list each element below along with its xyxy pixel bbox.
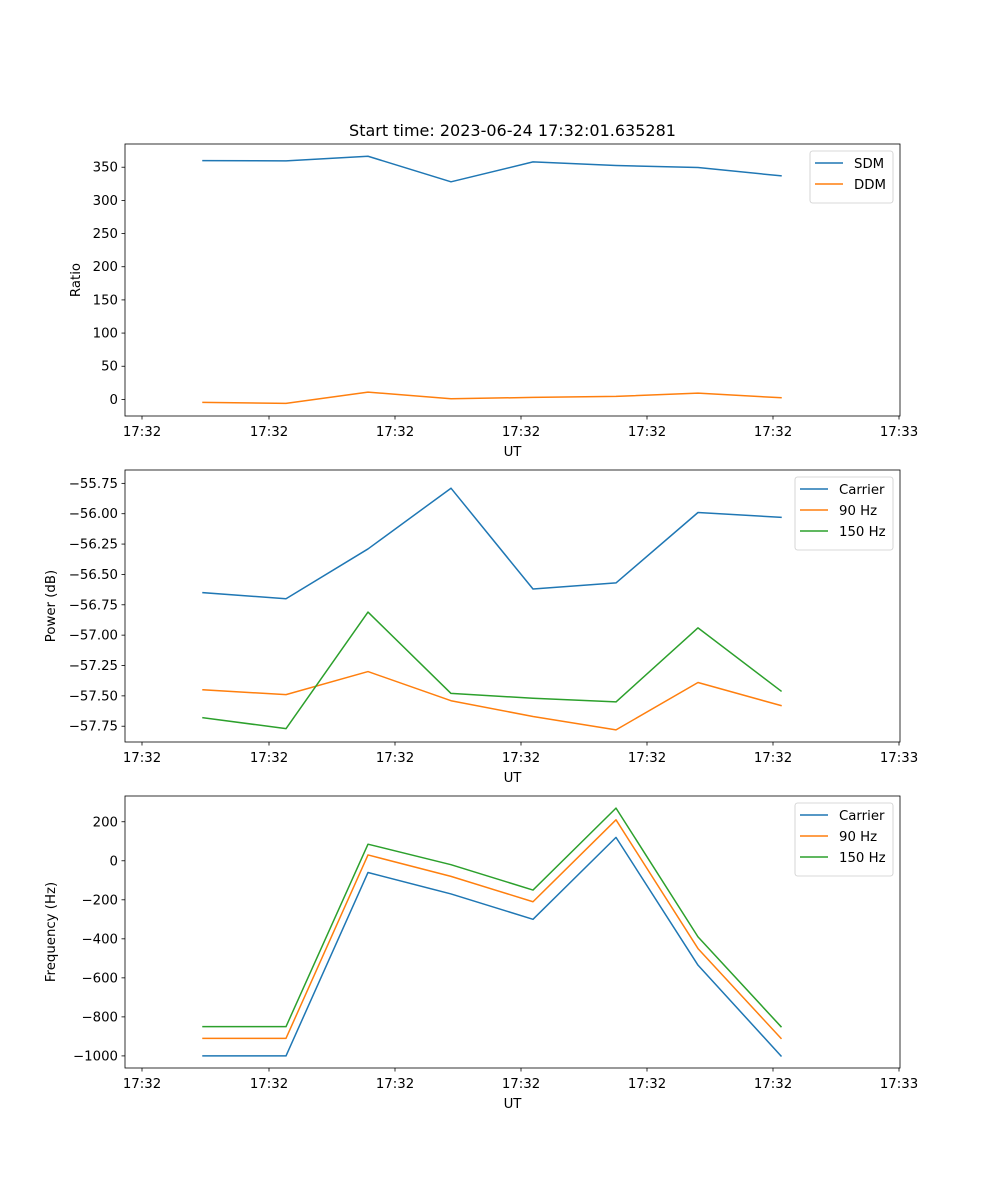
series-line-1 xyxy=(202,836,783,1057)
x-tick-label: 17:32 xyxy=(628,1077,666,1092)
x-tick-label: 17:32 xyxy=(250,751,288,766)
y-tick-label: −400 xyxy=(81,932,118,947)
x-tick-label: 17:32 xyxy=(754,1077,792,1092)
axes-frame xyxy=(124,143,901,417)
x-tick-label: 17:33 xyxy=(880,425,918,440)
y-tick-label: −200 xyxy=(81,893,118,908)
chart-title: Start time: 2023-06-24 17:32:01.635281 xyxy=(349,121,676,140)
legend: Carrier 90 Hz 150 Hz xyxy=(794,802,894,877)
legend-label: 90 Hz xyxy=(839,504,877,519)
x-tick-label: 17:32 xyxy=(502,425,540,440)
x-tick-label: 17:32 xyxy=(376,425,414,440)
y-tick-label: 200 xyxy=(93,260,118,275)
x-tick-label: 17:32 xyxy=(376,1077,414,1092)
series-line-1 xyxy=(202,155,782,183)
y-tick-label: 0 xyxy=(110,393,118,408)
legend-label: DDM xyxy=(854,178,886,193)
legend-label: Carrier xyxy=(839,483,885,498)
y-tick-label: −56.75 xyxy=(69,598,118,613)
series-line-2 xyxy=(202,391,782,405)
y-axis-label: Frequency (Hz) xyxy=(44,882,59,982)
x-tick-label: 17:32 xyxy=(754,425,792,440)
y-tick-label: −56.50 xyxy=(69,568,118,583)
y-tick-label: 100 xyxy=(93,327,118,342)
series-line-3 xyxy=(202,807,783,1028)
x-tick-label: 17:32 xyxy=(250,425,288,440)
x-tick-label: 17:32 xyxy=(376,751,414,766)
y-tick-label: 250 xyxy=(93,227,118,242)
y-tick-label: 200 xyxy=(93,815,118,830)
y-tick-label: 300 xyxy=(93,194,118,209)
y-tick-label: −57.25 xyxy=(69,659,118,674)
x-axis-label: UT xyxy=(504,445,523,460)
x-tick-label: 17:32 xyxy=(123,751,161,766)
x-tick-label: 17:32 xyxy=(628,751,666,766)
y-tick-label: −56.00 xyxy=(69,507,118,522)
x-tick-label: 17:32 xyxy=(502,751,540,766)
y-axis-label: Power (dB) xyxy=(44,570,59,642)
y-tick-label: 350 xyxy=(93,161,118,176)
subplot-2: −57.75 −57.50 −57.25 −57.00 −56.75 −56.50 −56.… xyxy=(44,469,918,786)
x-tick-label: 17:32 xyxy=(754,751,792,766)
x-tick-label: 17:33 xyxy=(880,1077,918,1092)
legend-label: SDM xyxy=(854,157,884,172)
y-tick-label: −57.00 xyxy=(69,629,118,644)
x-axis-label: UT xyxy=(504,771,523,786)
axes-frame xyxy=(124,795,901,1069)
x-tick-label: 17:32 xyxy=(628,425,666,440)
y-tick-label: 0 xyxy=(110,854,118,869)
y-tick-label: −55.75 xyxy=(69,477,118,492)
x-tick-label: 17:32 xyxy=(502,1077,540,1092)
y-tick-label: 50 xyxy=(101,360,118,375)
y-tick-label: −1000 xyxy=(73,1049,118,1064)
x-tick-label: 17:32 xyxy=(123,425,161,440)
y-axis-label: Ratio xyxy=(69,263,84,297)
series-line-2 xyxy=(202,819,783,1040)
subplot-1: 0 50 100 150 200 250 300 350 17:32 17:32 17:32 17:3… xyxy=(69,121,918,460)
y-tick-label: −800 xyxy=(81,1010,118,1025)
x-axis-label: UT xyxy=(504,1097,523,1112)
x-tick-label: 17:33 xyxy=(880,751,918,766)
legend-label: 150 Hz xyxy=(839,851,886,866)
series-line-2 xyxy=(202,670,782,731)
legend-label: 150 Hz xyxy=(839,525,886,540)
subplot-3: −1000 −800 −600 −400 −200 0 200 17:32 17:32 17:32… xyxy=(44,795,918,1112)
y-tick-label: −57.75 xyxy=(69,720,118,735)
axes-frame xyxy=(124,469,901,743)
legend-label: Carrier xyxy=(839,809,885,824)
legend-box xyxy=(809,150,894,204)
y-tick-label: −57.50 xyxy=(69,689,118,704)
x-tick-label: 17:32 xyxy=(250,1077,288,1092)
x-tick-label: 17:32 xyxy=(123,1077,161,1092)
series-line-1 xyxy=(202,487,782,600)
y-tick-label: −600 xyxy=(81,971,118,986)
legend: Carrier 90 Hz 150 Hz xyxy=(794,476,894,551)
series-line-3 xyxy=(202,611,783,730)
legend-label: 90 Hz xyxy=(839,830,877,845)
y-tick-label: −56.25 xyxy=(69,538,118,553)
y-tick-label: 150 xyxy=(93,293,118,308)
legend: SDM DDM xyxy=(809,150,894,204)
